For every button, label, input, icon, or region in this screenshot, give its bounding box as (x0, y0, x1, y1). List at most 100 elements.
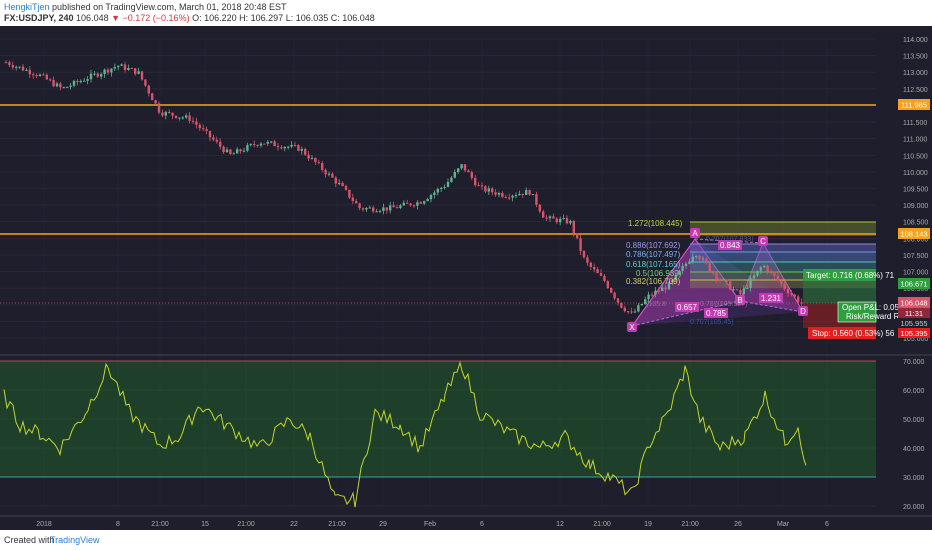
ratio-bd: 1.231 (761, 294, 782, 303)
candle-body (307, 154, 310, 159)
candle-body (59, 83, 62, 88)
candle-body (508, 197, 511, 199)
pattern-xb-line (631, 300, 741, 327)
candle-body (355, 200, 358, 204)
rsi-pane[interactable] (0, 360, 876, 508)
candle-body (650, 294, 654, 296)
fib-band-0786 (690, 252, 876, 262)
candle-body (270, 141, 273, 143)
candle-body (494, 192, 497, 195)
price-axis-label: 110.000 (903, 170, 928, 177)
publish-line: HengkiTjen published on TradingView.com,… (4, 2, 287, 12)
candle-body (484, 186, 487, 192)
candle-body (45, 74, 48, 80)
candle-body (344, 186, 348, 190)
candle-body (157, 103, 161, 113)
candle-body (776, 275, 779, 281)
candle-body (514, 195, 518, 197)
candle-body (246, 145, 249, 151)
candle-body (446, 181, 450, 187)
candle-body (542, 211, 545, 218)
candle-body (389, 205, 392, 211)
chart-area[interactable]: X A B C D 0.843 0.657 0.785 1.231 1.272(… (0, 26, 932, 530)
candle-body (164, 111, 167, 116)
candle-body (752, 275, 756, 279)
candlestick-series[interactable] (4, 60, 803, 314)
candle-body (616, 298, 620, 303)
time-axis[interactable]: 2018 8 21:00 15 21:00 22 21:00 29 Feb 6 12 21:00 19 2… (36, 521, 829, 528)
fib-label-0786: 0.786(107.497) (626, 250, 681, 259)
ratio-xd: 0.785 (706, 309, 727, 318)
candle-body (171, 112, 174, 116)
candle-body (735, 289, 739, 291)
price-axis-label: 108.000 (903, 236, 928, 243)
time-axis-label: 21:00 (328, 521, 346, 528)
candle-body (361, 208, 365, 210)
last-price: 106.048 (76, 13, 109, 23)
harmonic-pattern[interactable] (631, 238, 804, 327)
point-d-label: D (800, 307, 806, 316)
candle-body (657, 290, 660, 292)
candle-body (35, 75, 38, 77)
candle-body (773, 272, 776, 276)
rsi-axis-label: 70.000 (903, 359, 925, 366)
candle-body (317, 162, 320, 164)
position-labels: Target: 0.716 (0.68%) 71 Open P&L: 0.05 … (803, 269, 900, 339)
candle-body (395, 207, 399, 209)
fib-label-0382: 0.382(106.709) (626, 277, 681, 286)
candle-body (368, 207, 371, 209)
ratio-xb: 0.657 (677, 303, 698, 312)
time-axis-label: 19 (644, 521, 652, 528)
candle-body (392, 205, 395, 208)
candle-body (334, 177, 337, 184)
candle-body (310, 157, 314, 159)
candle-body (572, 221, 575, 234)
pattern-ratio-labels: 0.843 0.657 0.785 1.231 (675, 240, 783, 318)
fib-band-1272 (690, 222, 876, 236)
candle-body (538, 204, 541, 212)
point-c-marker (758, 236, 768, 246)
candle-body (460, 164, 463, 169)
candle-body (314, 157, 317, 163)
candle-body (718, 279, 722, 281)
rsi-axis[interactable]: 70.000 60.000 50.000 40.000 30.000 20.000 (903, 359, 925, 511)
candle-body (630, 311, 633, 313)
candle-body (123, 64, 127, 70)
time-axis-label: 12 (556, 521, 564, 528)
price-axis-label: 114.000 (903, 37, 928, 44)
pnl-box (837, 301, 877, 323)
candle-body (613, 292, 616, 299)
fib-band-0886 (690, 244, 876, 252)
fib-band-0382 (690, 280, 876, 288)
candle-body (195, 121, 198, 125)
candle-body (86, 79, 89, 81)
candle-body (93, 73, 96, 75)
candle-body (229, 149, 232, 155)
candle-body (28, 69, 31, 75)
candle-body (8, 62, 11, 66)
tradingview-brand-link[interactable]: TradingView (50, 535, 100, 545)
faded-label-3: 0.707(105.527) (700, 301, 747, 308)
time-axis-label: 29 (379, 521, 387, 528)
candle-body (562, 218, 565, 220)
candle-body (127, 68, 130, 70)
candle-body (348, 189, 351, 198)
price-axis-label: 112.500 (903, 87, 928, 94)
point-a-marker (690, 228, 700, 238)
candle-body (416, 202, 419, 206)
candle-body (365, 208, 368, 210)
candle-body (786, 288, 790, 294)
author-link[interactable]: HengkiTjen (4, 2, 50, 12)
candle-body (419, 202, 422, 204)
candle-body (96, 73, 99, 77)
candle-body (174, 115, 178, 119)
candle-body (263, 143, 266, 145)
symbol-label[interactable]: FX:USDJPY, 240 (4, 13, 74, 23)
candle-body (457, 168, 460, 173)
time-axis-label: 26 (734, 521, 742, 528)
candle-body (327, 173, 331, 175)
candle-body (589, 262, 592, 268)
candle-body (202, 128, 205, 130)
fib-label-0618: 0.618(107.165) (626, 260, 681, 269)
candle-body (674, 274, 677, 280)
